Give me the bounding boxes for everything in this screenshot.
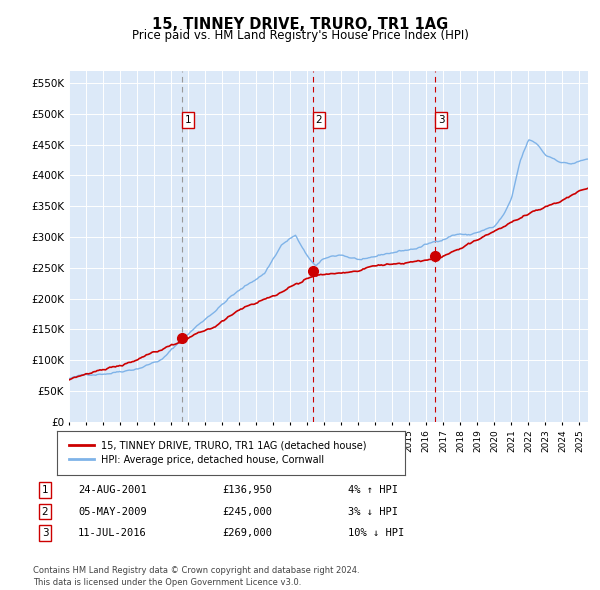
- Text: £269,000: £269,000: [222, 529, 272, 538]
- Text: 3: 3: [41, 529, 49, 538]
- Text: 05-MAY-2009: 05-MAY-2009: [78, 507, 147, 516]
- Text: 3% ↓ HPI: 3% ↓ HPI: [348, 507, 398, 516]
- Text: 1: 1: [41, 485, 49, 494]
- Text: 15, TINNEY DRIVE, TRURO, TR1 1AG: 15, TINNEY DRIVE, TRURO, TR1 1AG: [152, 17, 448, 31]
- Text: £136,950: £136,950: [222, 485, 272, 494]
- Text: 2: 2: [316, 115, 322, 125]
- Text: 11-JUL-2016: 11-JUL-2016: [78, 529, 147, 538]
- Text: 3: 3: [438, 115, 445, 125]
- Text: 10% ↓ HPI: 10% ↓ HPI: [348, 529, 404, 538]
- Text: 24-AUG-2001: 24-AUG-2001: [78, 485, 147, 494]
- Text: £245,000: £245,000: [222, 507, 272, 516]
- Text: 2: 2: [41, 507, 49, 516]
- Text: Contains HM Land Registry data © Crown copyright and database right 2024.
This d: Contains HM Land Registry data © Crown c…: [33, 566, 359, 587]
- Text: Price paid vs. HM Land Registry's House Price Index (HPI): Price paid vs. HM Land Registry's House …: [131, 30, 469, 42]
- Legend: 15, TINNEY DRIVE, TRURO, TR1 1AG (detached house), HPI: Average price, detached : 15, TINNEY DRIVE, TRURO, TR1 1AG (detach…: [65, 437, 371, 469]
- Text: 1: 1: [185, 115, 191, 125]
- Text: 4% ↑ HPI: 4% ↑ HPI: [348, 485, 398, 494]
